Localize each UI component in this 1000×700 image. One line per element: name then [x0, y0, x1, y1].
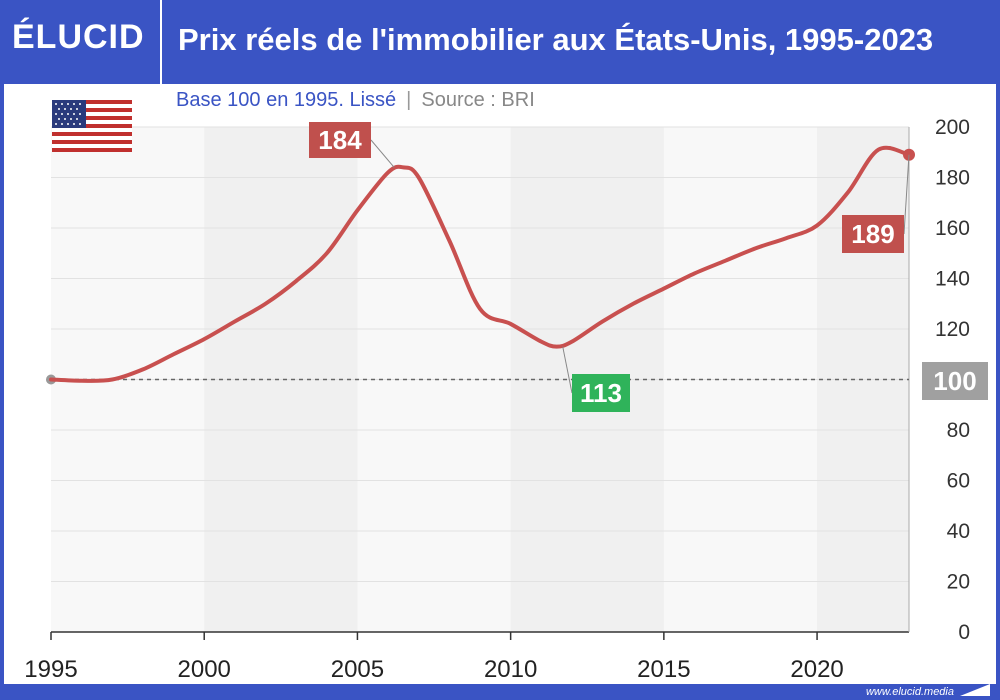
y-tick-label: 60: [947, 470, 970, 493]
chart-panel: 0 20 40 60 80 100 120 140 160 180 200 1995 2000 2005 2…: [4, 84, 996, 684]
annotation-leader-max: [370, 139, 395, 168]
y-tick-label: 180: [935, 167, 970, 190]
y-tick-label: 140: [935, 268, 970, 291]
annotation-box-max: [309, 122, 371, 158]
x-tick-label: 2005: [331, 656, 384, 683]
x-tick-label: 2020: [790, 656, 843, 683]
x-tick-label: 1995: [24, 656, 77, 683]
footer-url: www.elucid.media: [865, 686, 954, 698]
subtitle-row: Base 100 en 1995. Lissé | Source : BRI: [176, 89, 535, 112]
chart-source: Source : BRI: [421, 89, 535, 111]
elucid-mark-icon: [960, 684, 990, 696]
annotation-label-last: 189: [851, 219, 894, 249]
x-tick-label: 2010: [484, 656, 537, 683]
annotation-box-reference: [922, 362, 988, 400]
us-flag-icon: [52, 100, 132, 152]
y-tick-label: 0: [958, 621, 970, 644]
annotation-leader-last: [903, 154, 910, 235]
y-tick-label: 40: [947, 520, 970, 543]
chart-subtitle: Base 100 en 1995. Lissé: [176, 89, 397, 111]
y-tick-label: 80: [947, 419, 970, 442]
header-bar: ÉLUCID Prix réels de l'immobilier aux Ét…: [0, 0, 1000, 84]
x-tick-label: 2000: [178, 656, 231, 683]
series-line: [49, 145, 911, 383]
y-tick-label: 20: [947, 571, 970, 594]
x-tick-label: 2015: [637, 656, 690, 683]
chart-title: Prix réels de l'immobilier aux États-Uni…: [178, 22, 934, 57]
annotation-box-min: [572, 374, 630, 412]
annotation-label-min: 113: [580, 378, 622, 408]
annotation-label-max: 184: [318, 125, 362, 155]
y-tick-label: 160: [935, 217, 970, 240]
subtitle-separator: |: [406, 89, 412, 111]
annotation-label-reference: 100: [933, 366, 976, 396]
brand-logo: ÉLUCID: [12, 18, 145, 56]
annotation-leader-min: [562, 346, 573, 394]
header-divider: [160, 0, 162, 84]
line-chart: 0 20 40 60 80 100 120 140 160 180 200 1995 2000 2005 2…: [24, 116, 988, 683]
annotation-box-last: [842, 215, 904, 253]
y-tick-label: 120: [935, 318, 970, 341]
last-point-dot: [903, 148, 915, 161]
y-tick-label: 200: [935, 116, 970, 139]
